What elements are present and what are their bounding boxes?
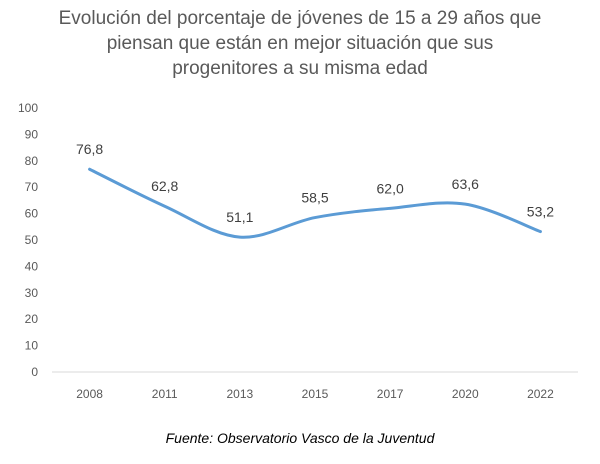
data-label: 63,6 (452, 176, 479, 192)
data-label: 76,8 (76, 141, 103, 157)
x-tick-label: 2020 (452, 387, 479, 401)
y-tick-label: 20 (25, 312, 39, 326)
x-tick-label: 2013 (227, 387, 254, 401)
chart-title-line-1: Evolución del porcentaje de jóvenes de 1… (58, 8, 542, 29)
data-label: 62,8 (151, 178, 178, 194)
source-note: Fuente: Observatorio Vasco de la Juventu… (165, 430, 435, 446)
data-label: 53,2 (527, 204, 554, 220)
x-tick-label: 2008 (76, 387, 103, 401)
series-line (88, 167, 542, 239)
x-tick-label: 2011 (152, 387, 178, 401)
y-tick-label: 0 (31, 365, 38, 379)
y-tick-label: 30 (25, 286, 39, 300)
y-tick-label: 80 (25, 154, 39, 168)
y-tick-label: 40 (25, 259, 39, 273)
x-tick-label: 2015 (302, 387, 329, 401)
chart-title-line-3: progenitores a su misma edad (172, 58, 428, 79)
y-tick-label: 100 (18, 101, 38, 115)
chart-title: Evolución del porcentaje de jóvenes de 1… (0, 6, 600, 81)
y-tick-label: 70 (25, 180, 39, 194)
chart-title-line-2: piensan que están en mejor situación que… (106, 33, 494, 54)
y-tick-label: 50 (25, 233, 39, 247)
y-tick-label: 10 (25, 339, 39, 353)
x-tick-label: 2022 (527, 387, 554, 401)
data-label: 58,5 (301, 190, 328, 206)
y-tick-label: 60 (25, 207, 39, 221)
data-label: 51,1 (226, 209, 253, 225)
x-tick-label: 2017 (377, 387, 404, 401)
y-tick-label: 90 (25, 127, 39, 141)
data-label: 62,0 (377, 180, 404, 196)
